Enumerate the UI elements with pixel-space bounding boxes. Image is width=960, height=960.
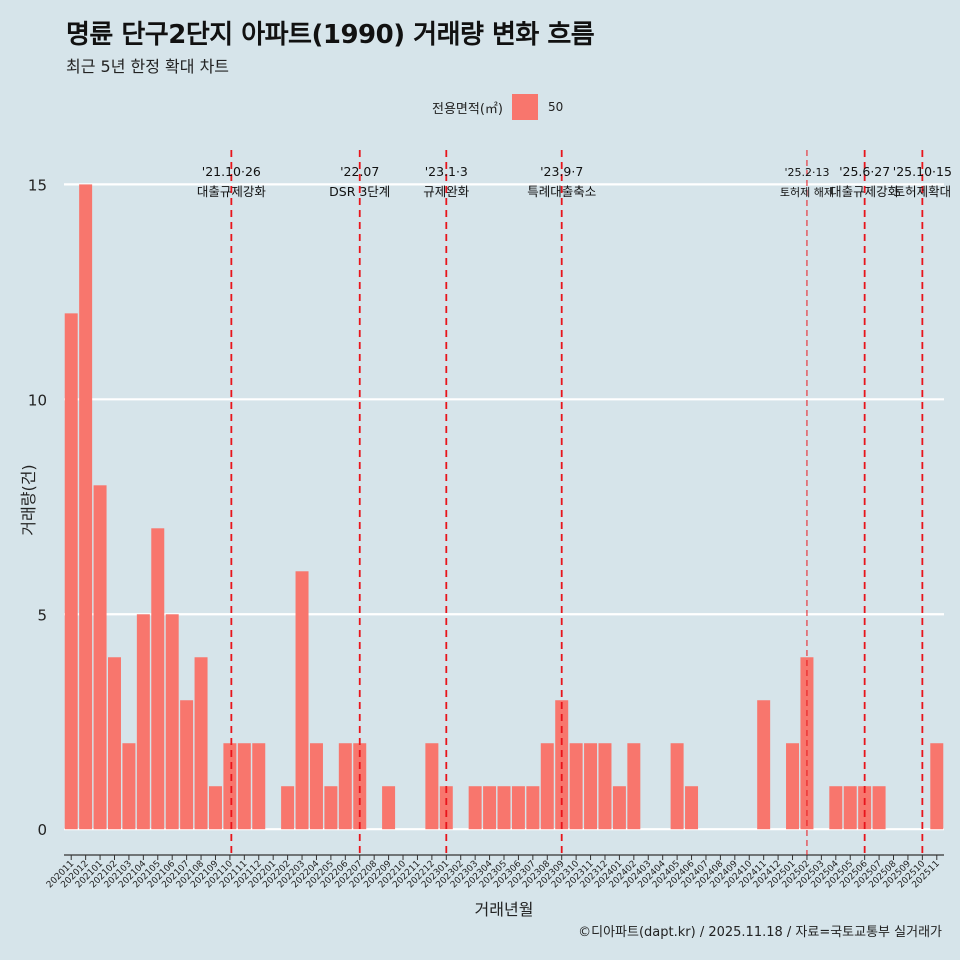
bar <box>136 614 150 830</box>
bar <box>64 313 78 830</box>
bar <box>79 184 93 830</box>
event-text-label: 대출규제강화 <box>830 184 900 199</box>
event-text-label: DSR 3단계 <box>329 184 390 199</box>
legend-title: 전용면적(㎡) <box>432 101 503 117</box>
bar <box>497 786 511 830</box>
bar <box>151 528 165 830</box>
bar <box>540 743 554 830</box>
bar <box>468 786 482 830</box>
legend-label: 50 <box>547 100 564 114</box>
bar <box>223 743 237 830</box>
bar <box>194 657 208 830</box>
event-date-label: '21.10·26 <box>202 164 261 179</box>
legend: 전용면적(㎡) 50 <box>432 94 563 120</box>
event-date-label: '25.2·13 <box>784 166 829 179</box>
bar <box>526 786 540 830</box>
y-tick-label: 5 <box>37 606 47 624</box>
event-date-label: '23.9·7 <box>540 164 583 179</box>
bar <box>511 786 525 830</box>
event-date-label: '22.07 <box>340 164 379 179</box>
bar <box>180 700 194 830</box>
event-text-label: 대출규제강화 <box>197 184 267 199</box>
y-tick-label: 0 <box>37 821 47 839</box>
bar <box>843 786 857 830</box>
bar <box>670 743 684 830</box>
bar <box>439 786 453 830</box>
bar <box>425 743 439 830</box>
bar <box>584 743 598 830</box>
bar <box>208 786 222 830</box>
bar <box>295 571 309 830</box>
event-text-label: 토허제 해제 <box>780 185 834 199</box>
event-text-label: 토허제확대 <box>894 184 952 199</box>
bar <box>598 743 612 830</box>
y-tick-label: 10 <box>28 391 47 409</box>
y-axis-title: 거래량(건) <box>19 464 38 535</box>
bar <box>483 786 497 830</box>
bar <box>930 743 944 830</box>
bar <box>108 657 121 830</box>
bar <box>829 786 843 830</box>
event-date-label: '23.1·3 <box>425 164 468 179</box>
source-caption: ©디아파트(dapt.kr) / 2025.11.18 / 자료=국토교통부 실… <box>578 925 942 940</box>
bar <box>786 743 800 830</box>
bar <box>569 743 583 830</box>
bar <box>872 786 886 830</box>
legend-swatch <box>511 94 538 120</box>
chart-subtitle: 최근 5년 한정 확대 차트 <box>66 57 230 76</box>
bar <box>757 700 771 830</box>
event-date-label: '25.10·15 <box>893 164 952 179</box>
bar <box>122 743 136 830</box>
bar <box>612 786 626 830</box>
bar <box>858 786 872 830</box>
event-text-label: 규제완화 <box>423 184 470 199</box>
x-axis-title: 거래년월 <box>475 900 534 919</box>
bar <box>338 743 352 830</box>
y-tick-label: 15 <box>28 176 47 194</box>
bar <box>281 786 295 830</box>
bar <box>324 786 338 830</box>
bar <box>309 743 323 830</box>
chart-title: 명륜 단구2단지 아파트(1990) 거래량 변화 흐름 <box>66 20 595 50</box>
bar <box>93 485 107 830</box>
bar <box>252 743 266 830</box>
bar <box>627 743 641 830</box>
event-date-label: '25.6·27 <box>839 164 890 179</box>
bar <box>685 786 699 830</box>
bar <box>165 614 179 830</box>
event-text-label: 특례대출축소 <box>527 184 596 199</box>
bar <box>237 743 251 830</box>
bar <box>382 786 396 830</box>
